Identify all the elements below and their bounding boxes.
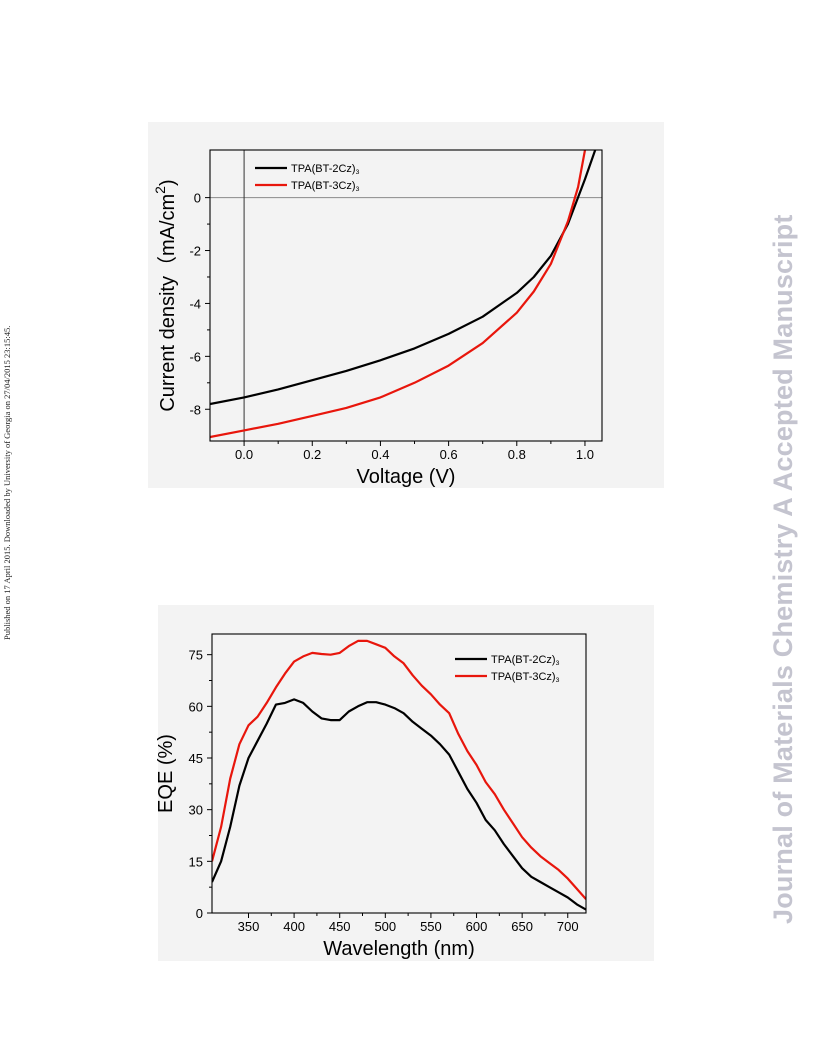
x-tick-label: 600 xyxy=(466,919,488,934)
x-axis-label: Wavelength (nm) xyxy=(323,938,475,960)
x-tick-label: 500 xyxy=(374,919,396,934)
y-tick-label: 0 xyxy=(194,191,201,206)
plot-frame xyxy=(209,149,603,442)
y-tick-label: 15 xyxy=(189,854,203,869)
y-tick-label: 60 xyxy=(189,699,203,714)
legend-label-2: TPA(BT-3Cz)3 xyxy=(491,671,560,684)
series-line-1 xyxy=(212,698,586,911)
series-line-2 xyxy=(212,639,586,900)
x-tick-label: 0.2 xyxy=(303,447,321,462)
y-tick-label: -6 xyxy=(189,349,201,364)
x-tick-label: 0.4 xyxy=(371,447,389,462)
journal-watermark: Journal of Materials Chemistry A Accepte… xyxy=(768,214,798,924)
y-tick-label: -4 xyxy=(189,296,201,311)
y-axis-label: Current density（mA/cm2) xyxy=(152,179,179,411)
legend-label-1: TPA(BT-2Cz)3 xyxy=(291,163,360,176)
legend-label-2: TPA(BT-3Cz)3 xyxy=(291,180,360,193)
y-tick-label: -2 xyxy=(189,244,201,259)
y-tick-label: -8 xyxy=(189,402,201,417)
publication-info-note: Published on 17 April 2015. Downloaded b… xyxy=(2,325,12,640)
x-tick-label: 700 xyxy=(557,919,579,934)
x-tick-label: 400 xyxy=(283,919,305,934)
y-tick-label: 75 xyxy=(189,648,203,663)
x-tick-label: 0.0 xyxy=(235,447,253,462)
y-axis-label: EQE (%) xyxy=(155,734,177,813)
y-tick-label: 30 xyxy=(189,803,203,818)
x-tick-label: 350 xyxy=(238,919,260,934)
x-tick-label: 0.6 xyxy=(440,447,458,462)
y-tick-label: 0 xyxy=(196,906,203,921)
x-tick-label: 1.0 xyxy=(576,447,594,462)
x-tick-label: 550 xyxy=(420,919,442,934)
x-tick-label: 0.8 xyxy=(508,447,526,462)
x-tick-label: 450 xyxy=(329,919,351,934)
legend-label-1: TPA(BT-2Cz)3 xyxy=(491,654,560,667)
x-axis-label: Voltage (V) xyxy=(357,466,456,488)
y-tick-label: 45 xyxy=(189,751,203,766)
series-line-2 xyxy=(210,150,587,439)
x-tick-label: 650 xyxy=(511,919,533,934)
plot-frame xyxy=(211,633,587,914)
